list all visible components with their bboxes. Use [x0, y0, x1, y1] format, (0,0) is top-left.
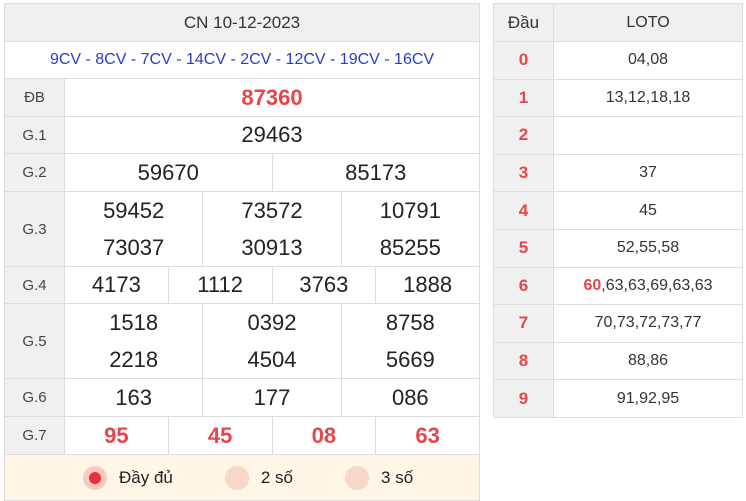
loto-head-digit: 8: [494, 342, 554, 380]
prize-number: 73572: [203, 192, 342, 229]
prize-row: G.2 59670 85173: [5, 154, 479, 192]
loto-row: 8 88,86: [494, 342, 742, 381]
prize-number: 85173: [345, 159, 407, 185]
prize-number: 1518: [65, 304, 204, 341]
prize-number: 95: [65, 417, 169, 454]
display-option-0[interactable]: Đầy đủ: [83, 465, 173, 490]
display-option-1[interactable]: 2 số: [224, 465, 294, 490]
loto-row: 6 60,63,63,69,63,63: [494, 267, 742, 306]
display-options: Đầy đủ 2 số 3 số: [5, 455, 479, 501]
prize-number: 59452: [65, 192, 204, 229]
radio-icon[interactable]: [83, 465, 107, 490]
loto-head-digit: 9: [494, 380, 554, 417]
prize-number: 1888: [403, 272, 453, 297]
option-label: 3 số: [381, 467, 414, 487]
prize-number: 29463: [241, 122, 303, 147]
loto-row: 2: [494, 117, 742, 155]
loto-column-header: LOTO: [626, 13, 670, 31]
prize-row: G.3 59452 73572 10791 73037 30913 85255: [5, 192, 479, 267]
loto-table: Đầu LOTO 0 04,08 1 13,12,18,18 2 3 37 4 45 5 52,55…: [493, 3, 743, 418]
loto-head-digit: 6: [494, 267, 554, 305]
prize-number: 3763: [273, 267, 377, 303]
loto-row: 4 45: [494, 192, 742, 230]
radio-icon[interactable]: [345, 465, 370, 490]
loto-values: 88,86: [627, 352, 669, 370]
loto-values: 70,73,72,73,77: [594, 314, 702, 332]
prize-row: ĐB 87360: [5, 79, 479, 117]
loto-values: 04,08: [627, 51, 669, 69]
loto-row: 7 70,73,72,73,77: [494, 305, 742, 343]
prize-number: 73037: [65, 229, 204, 266]
loto-row: 5 52,55,58: [494, 229, 742, 268]
radio-icon[interactable]: [224, 465, 249, 490]
loto-values: 52,55,58: [616, 239, 680, 257]
prize-row: G.1 29463: [5, 117, 479, 154]
prize-row: G.4 4173 1112 3763 1888: [5, 267, 479, 304]
loto-header-row: Đầu LOTO: [494, 4, 742, 42]
results-table: CN 10-12-2023 9CV - 8CV - 7CV - 14CV - 2…: [4, 3, 480, 501]
prize-number: 177: [203, 379, 342, 416]
prize-label: G.2: [5, 154, 65, 191]
loto-head-digit: 5: [494, 229, 554, 267]
prize-number: 5669: [385, 346, 435, 372]
prize-label: G.4: [5, 267, 65, 303]
loto-values: 45: [639, 201, 657, 219]
prize-number: 08: [273, 417, 377, 454]
prize-number: 59670: [65, 154, 273, 191]
loto-values: 13,12,18,18: [605, 88, 691, 106]
prize-row: G.6 163 177 086: [5, 379, 479, 417]
loto-highlight-value: 60: [583, 276, 602, 294]
prize-number: 4504: [203, 341, 342, 378]
prize-row: G.7 95 45 08 63: [5, 417, 479, 455]
loto-value-list: ,63,63,69,63,63: [601, 276, 713, 294]
draw-codes: 9CV - 8CV - 7CV - 14CV - 2CV - 12CV - 19…: [5, 42, 479, 79]
prize-number: 8758: [385, 309, 435, 335]
option-label: Đầy đủ: [119, 467, 173, 487]
loto-row: 9 91,92,95: [494, 380, 742, 418]
loto-row: 1 13,12,18,18: [494, 79, 742, 118]
loto-values: 60,63,63,69,63,63: [554, 268, 742, 305]
prize-number: 85255: [379, 234, 441, 260]
prize-number: 163: [65, 379, 204, 416]
prize-number: 086: [391, 384, 429, 410]
prize-label: G.1: [5, 117, 65, 153]
loto-head-digit: 1: [494, 79, 554, 117]
prize-label: G.6: [5, 379, 65, 416]
loto-row: 3 37: [494, 154, 742, 193]
prize-number: 30913: [203, 229, 342, 266]
prize-row: G.5 1518 0392 8758 2218 4504 5669: [5, 304, 479, 379]
loto-values: 37: [639, 164, 657, 182]
prize-label: G.7: [5, 417, 65, 454]
loto-head-digit: 0: [494, 42, 554, 79]
prize-number: 45: [169, 417, 273, 454]
option-label: 2 số: [260, 467, 294, 487]
dau-column-header: Đầu: [494, 4, 554, 41]
prize-number: 2218: [65, 341, 204, 378]
prize-number: 87360: [241, 84, 303, 110]
loto-head-digit: 4: [494, 192, 554, 229]
draw-date-header: CN 10-12-2023: [5, 4, 479, 42]
loto-row: 0 04,08: [494, 42, 742, 80]
prize-number: 4173: [65, 267, 169, 303]
prize-label: ĐB: [5, 79, 65, 116]
prize-number: 10791: [379, 197, 441, 223]
loto-head-digit: 2: [494, 117, 554, 154]
loto-head-digit: 7: [494, 305, 554, 342]
prize-number: 63: [415, 422, 440, 448]
prize-number: 0392: [203, 304, 342, 341]
loto-values: 91,92,95: [616, 389, 680, 407]
loto-head-digit: 3: [494, 154, 554, 192]
loto-values: [554, 117, 742, 154]
display-option-2[interactable]: 3 số: [345, 465, 414, 490]
prize-number: 1112: [169, 267, 273, 303]
prize-label: G.3: [5, 192, 65, 266]
prize-label: G.5: [5, 304, 65, 378]
